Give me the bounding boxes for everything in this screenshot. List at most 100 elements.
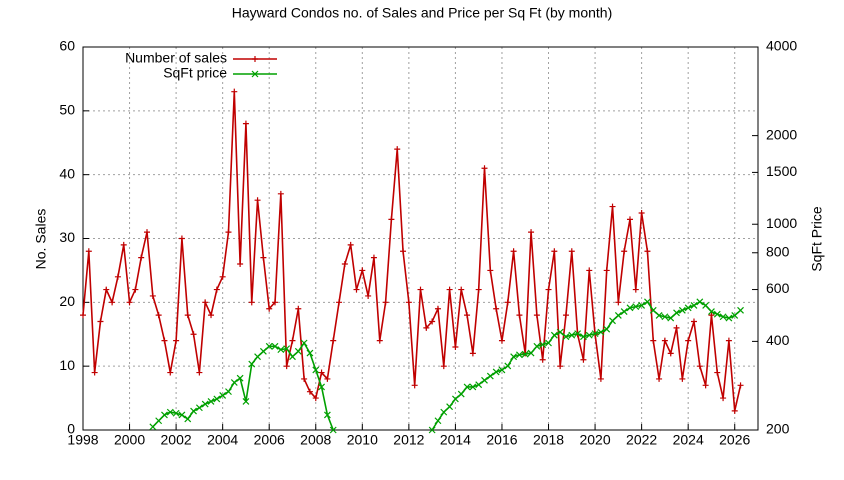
data-point	[126, 299, 133, 306]
x-tick-label: 2024	[673, 432, 704, 448]
data-point	[184, 415, 192, 423]
data-point	[528, 229, 535, 236]
data-point	[120, 241, 127, 248]
data-point	[725, 314, 733, 322]
data-point	[411, 382, 418, 389]
y-tick-label: 10	[59, 357, 75, 373]
data-point	[615, 299, 622, 306]
data-point	[621, 248, 628, 255]
data-point	[149, 423, 157, 431]
data-point	[673, 309, 680, 317]
data-point	[475, 381, 483, 389]
data-point	[294, 347, 302, 355]
data-point	[417, 286, 424, 293]
data-point	[190, 407, 197, 415]
data-point	[469, 383, 477, 391]
data-point	[469, 350, 476, 357]
data-point	[231, 88, 238, 95]
data-point	[580, 356, 587, 363]
data-point	[568, 248, 575, 255]
data-point	[475, 286, 482, 293]
data-point	[265, 342, 273, 350]
data-point	[272, 299, 279, 306]
data-point	[434, 417, 442, 425]
data-point	[277, 190, 284, 197]
data-point	[562, 333, 570, 341]
data-point	[574, 330, 582, 338]
data-point	[289, 337, 296, 344]
data-point	[446, 286, 453, 293]
y2-axis-label: SqFt Price	[809, 206, 825, 272]
plot-frame	[82, 46, 759, 431]
data-point	[655, 312, 663, 319]
series-line	[82, 91, 742, 412]
data-point	[306, 349, 314, 357]
x-tick-label: 2012	[393, 432, 424, 448]
data-point	[458, 286, 465, 293]
data-point	[632, 286, 639, 293]
data-point	[405, 299, 412, 306]
data-point	[382, 299, 389, 306]
data-point	[388, 216, 395, 223]
data-point	[487, 267, 494, 274]
data-point	[201, 400, 209, 408]
data-point	[312, 366, 320, 374]
data-point	[649, 306, 657, 314]
data-point	[708, 308, 715, 316]
data-point	[586, 267, 593, 274]
data-point	[463, 383, 471, 391]
data-point	[679, 375, 686, 382]
data-point	[144, 229, 151, 236]
data-point	[597, 375, 604, 382]
data-point	[260, 254, 267, 261]
chart-title: Hayward Condos no. of Sales and Price pe…	[232, 5, 613, 21]
data-point	[248, 299, 255, 306]
data-point	[225, 388, 232, 396]
x-tick-label: 2020	[579, 432, 610, 448]
x-tick-label: 2022	[626, 432, 657, 448]
data-point	[498, 366, 506, 374]
data-point	[166, 408, 174, 416]
data-point	[184, 312, 191, 319]
data-point	[638, 301, 646, 309]
data-point	[568, 331, 576, 339]
data-point	[737, 382, 744, 389]
y-tick-label: 50	[59, 102, 75, 118]
data-point	[295, 305, 302, 312]
data-point	[336, 299, 343, 306]
x-tick-label: 2004	[207, 432, 238, 448]
data-point	[434, 305, 441, 312]
data-point	[149, 292, 156, 299]
x-tick-label: 2016	[486, 432, 517, 448]
data-point	[620, 308, 628, 316]
data-point	[259, 347, 267, 355]
data-point	[656, 375, 663, 382]
data-point	[330, 337, 337, 344]
x-tick-label: 2018	[533, 432, 564, 448]
data-point	[359, 267, 366, 274]
data-point	[225, 229, 232, 236]
legend-marker	[251, 70, 259, 78]
data-point	[609, 317, 616, 325]
data-point	[515, 351, 523, 359]
y2-tick-label: 1500	[766, 163, 797, 179]
data-point	[685, 337, 692, 344]
data-point	[236, 374, 244, 382]
data-point	[632, 303, 640, 311]
data-point	[242, 120, 249, 127]
data-point	[283, 345, 291, 353]
x-tick-label: 2000	[114, 432, 145, 448]
data-point	[650, 337, 657, 344]
data-point	[603, 325, 611, 333]
data-point	[580, 333, 587, 341]
data-point	[301, 375, 308, 382]
x-tick-label: 1998	[67, 432, 98, 448]
data-point	[451, 395, 459, 403]
data-point	[323, 411, 331, 419]
data-point	[550, 331, 558, 339]
data-point	[277, 346, 285, 354]
y-tick-label: 20	[59, 293, 75, 309]
data-point	[283, 363, 290, 370]
data-point	[556, 328, 564, 336]
data-point	[510, 248, 517, 255]
